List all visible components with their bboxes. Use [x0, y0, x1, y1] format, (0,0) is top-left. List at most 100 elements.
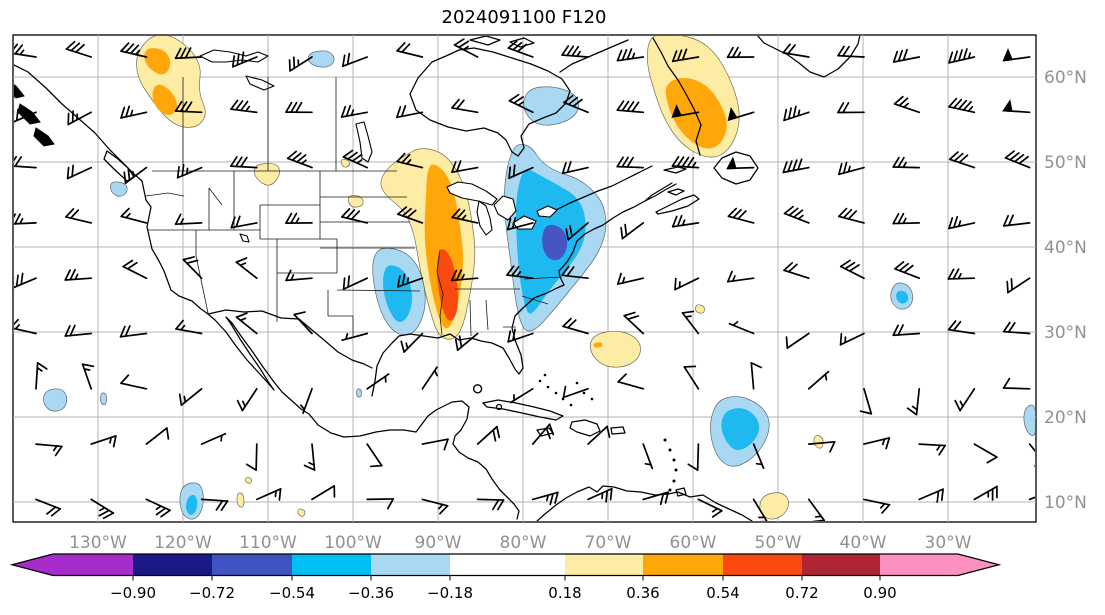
wind-barb	[35, 498, 62, 517]
wind-barb	[562, 317, 589, 335]
wind-barb	[123, 166, 148, 184]
wind-barb	[894, 261, 921, 280]
wind-barb	[616, 100, 645, 114]
wind-barb	[906, 387, 921, 416]
wind-barb	[671, 104, 700, 118]
colorbar-segment	[802, 554, 880, 576]
wind-barb	[1002, 99, 1031, 114]
wind-barb	[14, 272, 37, 289]
wind-barb	[451, 160, 479, 174]
lat-tick-label: 50°N	[1044, 153, 1087, 173]
wind-barb	[671, 214, 700, 228]
contour-atlantic2-cyan	[896, 290, 909, 304]
wind-barb	[687, 443, 700, 471]
lake-superior	[446, 181, 498, 206]
wind-barb	[918, 488, 944, 503]
wind-barb	[14, 155, 37, 169]
lon-tick-label: 40°W	[840, 533, 887, 553]
wind-barb	[67, 110, 93, 126]
wind-barb	[948, 48, 976, 64]
islands-bahamas	[538, 373, 594, 407]
colorbar-segment	[292, 554, 371, 576]
wind-barb	[200, 498, 229, 512]
wind-barb	[561, 45, 589, 58]
colorbar-segment	[133, 554, 212, 576]
contour-bc-coast-blue	[110, 181, 128, 197]
lake-erie	[512, 215, 537, 230]
wind-barb	[893, 95, 921, 114]
wind-barb	[122, 259, 148, 280]
wind-barb	[120, 105, 148, 119]
lat-tick-label: 20°N	[1044, 408, 1087, 428]
wind-barb	[182, 256, 203, 280]
wind-barb	[973, 485, 998, 501]
wind-barb	[587, 487, 613, 503]
wind-barb	[1002, 321, 1031, 335]
wind-barb	[1002, 48, 1031, 62]
colorbar-tick-label: −0.90	[110, 584, 156, 602]
wind-barbs	[14, 38, 1035, 521]
wind-barb	[35, 443, 63, 457]
wind-barb	[531, 423, 555, 445]
wind-barb	[90, 498, 115, 520]
wind-barb	[231, 51, 258, 68]
wind-barb	[561, 265, 589, 280]
island-hispaniola	[569, 419, 601, 437]
contour-tiny-blue-b	[356, 388, 362, 398]
lake-athabasca	[245, 75, 275, 91]
wind-barb	[892, 156, 921, 169]
colorbar-tick-label: −0.18	[427, 584, 473, 602]
contour-tiny-yellow-c	[695, 304, 705, 314]
lat-tick-label: 40°N	[1044, 238, 1087, 258]
lon-tick-label: 130°W	[69, 533, 127, 553]
contour-tropics-yellow	[759, 492, 789, 520]
colorbar-tick-label: −0.36	[348, 584, 394, 602]
wind-barb	[396, 105, 424, 119]
contour-atlantic-yellow	[589, 330, 641, 368]
wind-barb	[838, 161, 865, 176]
wind-barb	[727, 207, 755, 224]
contour-pacific-blue	[42, 388, 68, 412]
wind-barb	[1002, 377, 1031, 390]
contour-tiny-yellow-b	[347, 195, 364, 208]
wind-barb	[235, 257, 258, 280]
wind-barb	[64, 324, 93, 337]
coastline-hudson-bay	[409, 36, 571, 157]
wind-barb	[230, 215, 258, 229]
wind-barb	[948, 216, 976, 230]
wind-barb	[697, 498, 723, 518]
lon-tick-label: 110°W	[239, 533, 297, 553]
wind-barb	[616, 156, 645, 169]
lon-tick-label: 70°W	[585, 533, 632, 553]
wind-barb	[863, 498, 891, 514]
wind-barb	[366, 373, 390, 390]
wind-barb	[1004, 150, 1031, 169]
colorbar-segment	[643, 554, 723, 576]
wind-barb	[863, 437, 891, 450]
wind-barb	[837, 102, 865, 114]
wind-barb	[145, 498, 171, 518]
wind-barb	[642, 443, 654, 470]
wind-barb	[726, 156, 755, 170]
wind-barb	[642, 491, 670, 506]
lon-tick-label: 80°W	[500, 533, 547, 553]
island-trinidad	[675, 487, 687, 497]
wind-barb	[918, 443, 947, 456]
contour-tiny-yellow-e	[236, 492, 245, 508]
wind-barb	[340, 104, 369, 118]
wind-barb	[783, 105, 810, 122]
wind-barb	[508, 164, 534, 180]
wind-barb	[120, 42, 148, 58]
colorbar-segment	[212, 554, 292, 576]
wind-barb	[973, 443, 998, 464]
wind-barb	[617, 272, 645, 285]
colorbar-tick-label: −0.72	[189, 584, 235, 602]
wind-barb	[235, 312, 258, 335]
wind-barb	[81, 363, 95, 390]
contour-tiny-yellow-g	[297, 508, 306, 517]
wind-barb	[300, 387, 313, 415]
wind-barb	[506, 216, 534, 231]
contour-tiny-yellow-d	[813, 435, 824, 449]
wind-barb	[507, 328, 534, 343]
contour-tiny-yellow-a	[340, 159, 350, 168]
